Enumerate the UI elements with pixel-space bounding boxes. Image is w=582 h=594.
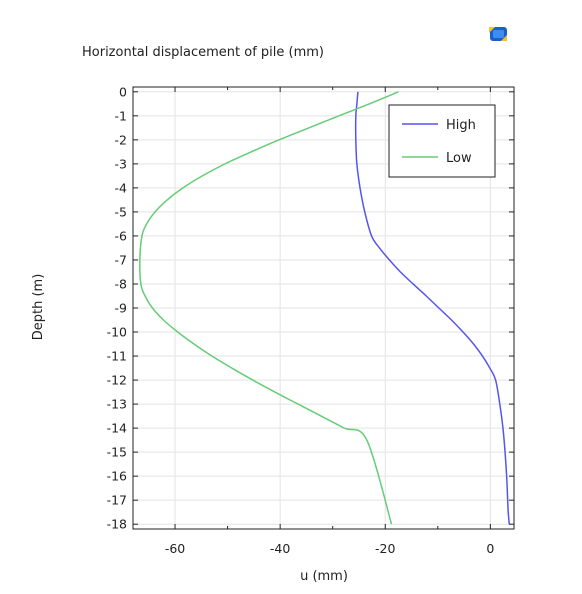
y-tick-label: -17 [107,493,127,508]
y-tick-label: -6 [115,228,128,243]
legend-box [388,104,496,178]
x-tick-label: -20 [375,541,395,556]
legend-label-low: Low [446,151,472,166]
chart-title: Horizontal displacement of pile (mm) [82,45,324,60]
x-axis-ticks: -60 -40 -20 0 [165,87,494,556]
y-tick-label: -9 [115,301,128,316]
y-tick-label: -2 [115,132,127,147]
series-line-low [139,91,399,525]
plot-series [139,91,511,525]
y-tick-label: -4 [115,180,128,195]
y-tick-label: 0 [119,84,127,99]
y-tick-label: -1 [115,108,127,123]
y-tick-label: -5 [115,204,127,219]
y-tick-label: -18 [107,517,127,532]
y-tick-label: -11 [107,349,127,364]
y-tick-label: -13 [107,397,127,412]
y-tick-label: -15 [107,445,127,460]
y-tick-label: -7 [115,252,127,267]
y-tick-label: -3 [115,156,127,171]
y-axis-ticks: 0 -1 -2 -3 -4 -5 -6 -7 -8 -9 -10 -11 -12 -13 -14 -15 -16… [107,84,514,532]
plot-view-icon[interactable] [489,27,507,41]
x-tick-label: 0 [486,541,494,556]
y-tick-label: -16 [107,469,127,484]
legend: High Low [388,104,496,178]
x-tick-label: -40 [270,541,290,556]
y-tick-label: -8 [115,276,128,291]
legend-label-high: High [446,118,476,133]
series-line-high [354,91,511,525]
y-tick-label: -12 [107,373,127,388]
y-axis-label: Depth (m) [31,274,46,341]
x-tick-label: -60 [165,541,185,556]
x-axis-label: u (mm) [300,569,348,584]
y-tick-label: -10 [107,325,127,340]
y-tick-label: -14 [107,421,127,436]
